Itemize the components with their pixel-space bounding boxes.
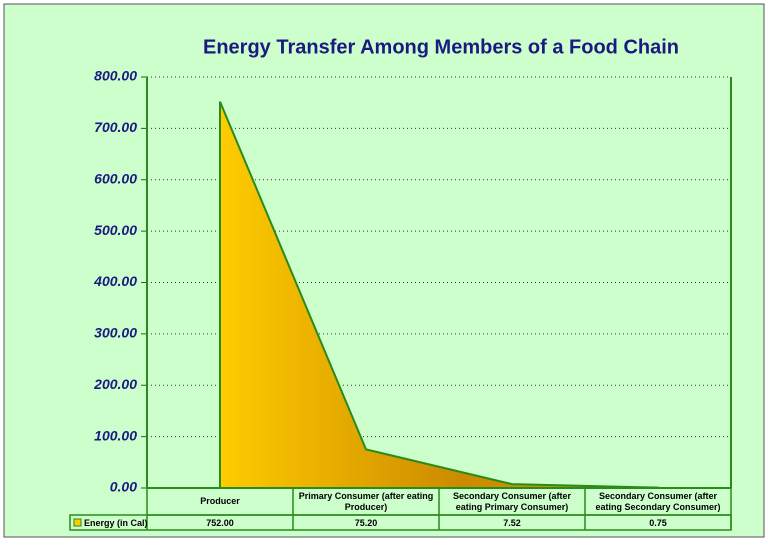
y-tick-label: 100.00 [94,427,137,443]
chart-title: Energy Transfer Among Members of a Food … [203,36,679,58]
y-tick-label: 800.00 [94,68,137,84]
legend-swatch [73,518,82,527]
legend-label: Energy (in Cal) [84,518,148,528]
x-tick-label: Primary Consumer (after eating Producer) [298,490,434,512]
y-tick-label: 200.00 [93,376,137,392]
y-tick-label: 600.00 [94,170,137,186]
x-tick-label-box: Secondary Consumer (after eating Primary… [452,490,572,512]
y-tick-label: 700.00 [94,119,137,135]
x-tick-label-box: Primary Consumer (after eating Producer) [298,490,434,512]
x-tick-label: Secondary Consumer (after eating Primary… [452,490,572,512]
x-tick-label: Secondary Consumer (after eating Seconda… [595,490,721,512]
value-label: 7.52 [503,518,521,528]
value-label: 0.75 [649,518,667,528]
value-label: 75.20 [355,518,378,528]
value-label: 752.00 [206,518,234,528]
y-tick-label: 0.00 [110,479,137,495]
x-tick-label-box: Secondary Consumer (after eating Seconda… [595,490,721,512]
y-tick-label: 300.00 [94,325,137,341]
y-tick-label: 500.00 [94,222,137,238]
chart-background [3,3,765,538]
x-tick-label-box: Producer [200,496,240,506]
x-tick-label: Producer [200,496,240,506]
y-tick-label: 400.00 [93,273,137,289]
